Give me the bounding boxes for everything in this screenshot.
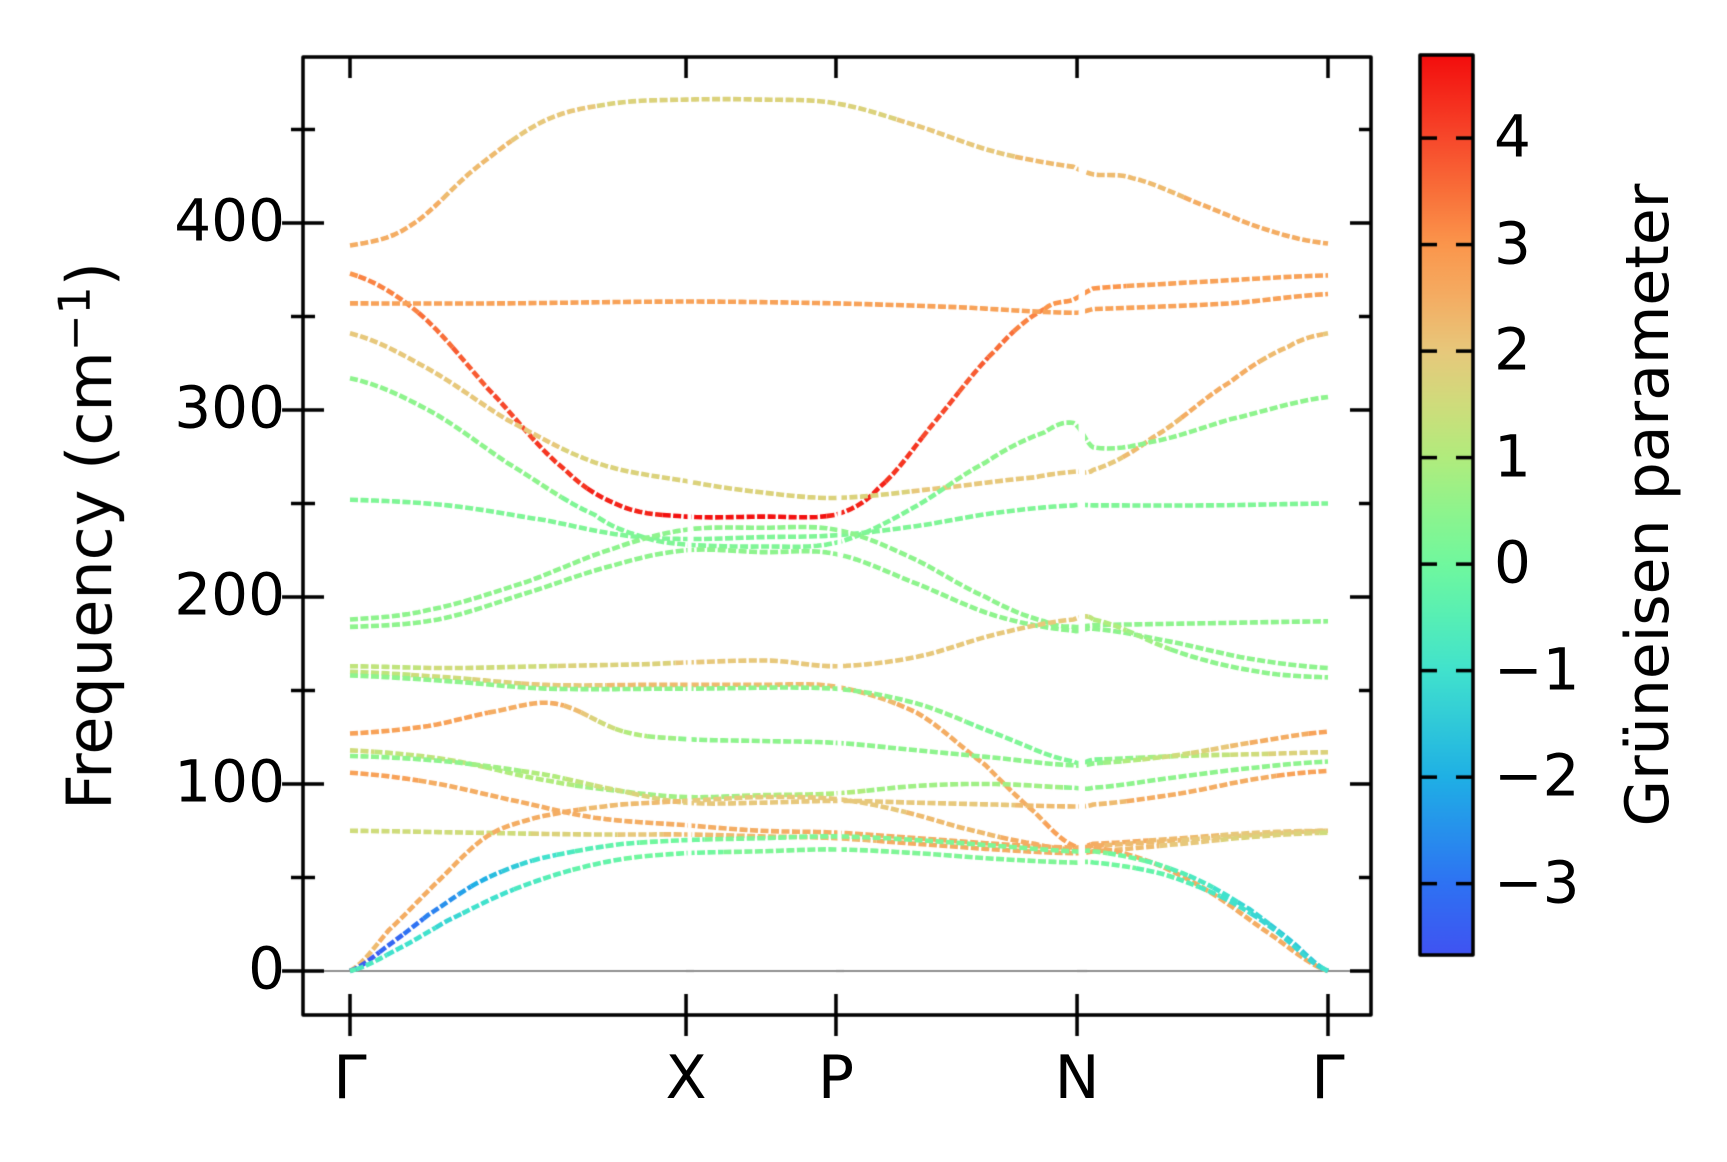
colorbar-tick-label-0: 0 [1494, 528, 1531, 597]
y-tick-label-400: 400 [174, 186, 285, 255]
x-tick-label-3: N [1054, 1043, 1100, 1113]
y-axis-label-close: ) [53, 262, 127, 287]
y-axis-label: Frequency (cm−1) [50, 262, 127, 810]
colorbar-tick-label-1: 1 [1494, 422, 1531, 491]
colorbar-tick-label-3: 3 [1494, 209, 1531, 278]
y-tick-label-200: 200 [174, 560, 285, 629]
x-tick-label-4: Γ [1311, 1043, 1345, 1113]
colorbar-tick-label-4: 4 [1494, 102, 1531, 171]
y-tick-label-300: 300 [174, 373, 285, 442]
x-tick-label-2: P [817, 1043, 855, 1113]
colorbar-tick-label-−1: −1 [1494, 635, 1580, 704]
colorbar-tick-label-−3: −3 [1494, 848, 1580, 917]
y-axis-label-superscript: −1 [49, 286, 101, 352]
y-axis-label-text: Frequency (cm [53, 351, 127, 810]
x-tick-label-1: X [665, 1043, 707, 1113]
colorbar-tick-label-2: 2 [1494, 315, 1531, 384]
colorbar-tick-label-−2: −2 [1494, 741, 1580, 810]
y-tick-label-0: 0 [248, 934, 285, 1003]
x-tick-label-0: Γ [333, 1043, 367, 1113]
y-tick-label-100: 100 [174, 747, 285, 816]
colorbar-label: Grüneisen parameter [1613, 183, 1683, 827]
